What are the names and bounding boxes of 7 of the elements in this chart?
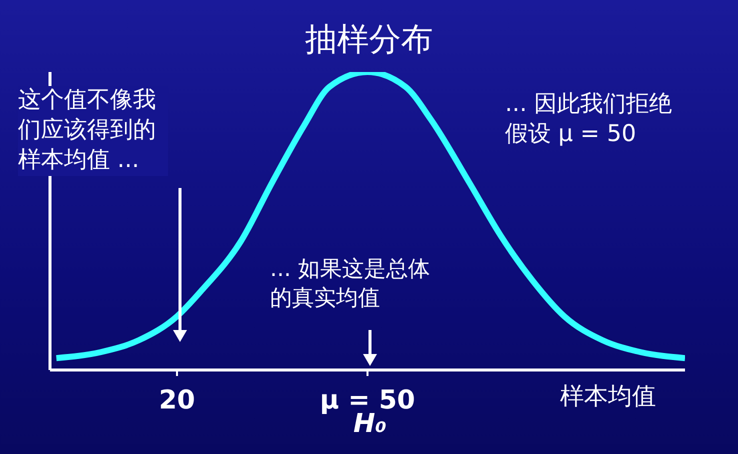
annotation: 这个值不像我们应该得到的样本均值 ... bbox=[18, 86, 168, 176]
annotation: ... 如果这是总体的真实均值 bbox=[270, 256, 431, 313]
x-tick-label: 20 bbox=[158, 385, 196, 416]
x-axis-title: 样本均值 bbox=[560, 381, 656, 412]
annotation: ... 因此我们拒绝假设 μ = 50 bbox=[505, 90, 674, 149]
text: H₀ bbox=[352, 409, 388, 441]
chart-title: 抽样分布 bbox=[304, 19, 434, 60]
